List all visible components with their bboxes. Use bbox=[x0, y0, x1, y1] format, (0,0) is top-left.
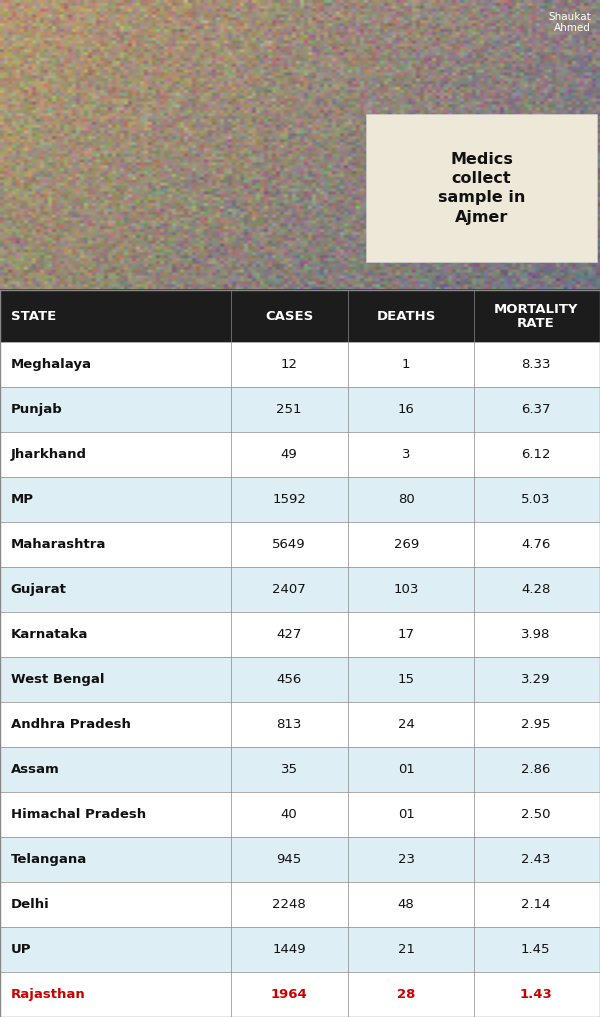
Text: Shaukat
Ahmed: Shaukat Ahmed bbox=[548, 11, 591, 34]
Text: West Bengal: West Bengal bbox=[11, 673, 104, 686]
Text: Punjab: Punjab bbox=[11, 403, 62, 416]
Text: Rajasthan: Rajasthan bbox=[11, 988, 86, 1001]
Text: 1449: 1449 bbox=[272, 943, 306, 956]
Text: 6.37: 6.37 bbox=[521, 403, 551, 416]
Bar bbox=[0, 432, 600, 477]
Text: MP: MP bbox=[11, 493, 34, 506]
Bar bbox=[0, 477, 600, 522]
Text: 16: 16 bbox=[398, 403, 415, 416]
Text: Meghalaya: Meghalaya bbox=[11, 358, 92, 371]
Text: 456: 456 bbox=[277, 673, 302, 686]
Text: 1964: 1964 bbox=[271, 988, 308, 1001]
Bar bbox=[0, 522, 600, 567]
Text: STATE: STATE bbox=[11, 309, 56, 322]
Bar bbox=[0, 657, 600, 702]
Text: 8.33: 8.33 bbox=[521, 358, 551, 371]
Bar bbox=[0, 290, 600, 342]
Text: Assam: Assam bbox=[11, 763, 59, 776]
Text: 5.03: 5.03 bbox=[521, 493, 551, 506]
Text: 2407: 2407 bbox=[272, 583, 306, 596]
Bar bbox=[0, 882, 600, 928]
Text: 427: 427 bbox=[277, 629, 302, 641]
Text: 15: 15 bbox=[398, 673, 415, 686]
Text: 12: 12 bbox=[281, 358, 298, 371]
Text: Telangana: Telangana bbox=[11, 853, 87, 866]
Text: Maharashtra: Maharashtra bbox=[11, 538, 106, 551]
Text: 01: 01 bbox=[398, 763, 415, 776]
Text: 49: 49 bbox=[281, 448, 298, 461]
Text: 4.28: 4.28 bbox=[521, 583, 550, 596]
Text: CASES: CASES bbox=[265, 309, 313, 322]
Text: 01: 01 bbox=[398, 809, 415, 821]
Text: 17: 17 bbox=[398, 629, 415, 641]
Text: 35: 35 bbox=[281, 763, 298, 776]
Bar bbox=[0, 837, 600, 882]
Bar bbox=[0, 342, 600, 387]
Text: UP: UP bbox=[11, 943, 31, 956]
Text: 5649: 5649 bbox=[272, 538, 306, 551]
Text: Andhra Pradesh: Andhra Pradesh bbox=[11, 718, 131, 731]
Text: 80: 80 bbox=[398, 493, 415, 506]
Text: 2.50: 2.50 bbox=[521, 809, 551, 821]
Text: 945: 945 bbox=[277, 853, 302, 866]
Text: 2.43: 2.43 bbox=[521, 853, 551, 866]
Text: 3.29: 3.29 bbox=[521, 673, 551, 686]
Text: 3: 3 bbox=[402, 448, 410, 461]
Text: MORTALITY
RATE: MORTALITY RATE bbox=[494, 302, 578, 330]
Text: Jharkhand: Jharkhand bbox=[11, 448, 87, 461]
FancyBboxPatch shape bbox=[366, 115, 597, 262]
Bar bbox=[0, 612, 600, 657]
Text: Delhi: Delhi bbox=[11, 898, 50, 911]
Text: 23: 23 bbox=[398, 853, 415, 866]
Text: Karnataka: Karnataka bbox=[11, 629, 88, 641]
Text: 1592: 1592 bbox=[272, 493, 306, 506]
Text: 269: 269 bbox=[394, 538, 419, 551]
Text: 24: 24 bbox=[398, 718, 415, 731]
Bar bbox=[0, 792, 600, 837]
Text: Gujarat: Gujarat bbox=[11, 583, 67, 596]
Text: 251: 251 bbox=[277, 403, 302, 416]
Text: 28: 28 bbox=[397, 988, 415, 1001]
Text: 2.95: 2.95 bbox=[521, 718, 551, 731]
Text: 813: 813 bbox=[277, 718, 302, 731]
Bar bbox=[0, 928, 600, 972]
Text: 1: 1 bbox=[402, 358, 410, 371]
Bar bbox=[0, 747, 600, 792]
Text: 103: 103 bbox=[394, 583, 419, 596]
Text: 1.43: 1.43 bbox=[520, 988, 552, 1001]
Bar bbox=[0, 972, 600, 1017]
Bar bbox=[0, 567, 600, 612]
Text: 40: 40 bbox=[281, 809, 298, 821]
Bar bbox=[0, 702, 600, 747]
Text: 48: 48 bbox=[398, 898, 415, 911]
Text: 2.86: 2.86 bbox=[521, 763, 550, 776]
Text: 3.98: 3.98 bbox=[521, 629, 550, 641]
Text: DEATHS: DEATHS bbox=[377, 309, 436, 322]
Text: 21: 21 bbox=[398, 943, 415, 956]
Text: 2.14: 2.14 bbox=[521, 898, 551, 911]
Text: 6.12: 6.12 bbox=[521, 448, 551, 461]
Bar bbox=[0, 387, 600, 432]
Text: 1.45: 1.45 bbox=[521, 943, 551, 956]
Text: Himachal Pradesh: Himachal Pradesh bbox=[11, 809, 146, 821]
Text: 4.76: 4.76 bbox=[521, 538, 550, 551]
Text: Medics
collect
sample in
Ajmer: Medics collect sample in Ajmer bbox=[438, 153, 525, 225]
Text: 2248: 2248 bbox=[272, 898, 306, 911]
